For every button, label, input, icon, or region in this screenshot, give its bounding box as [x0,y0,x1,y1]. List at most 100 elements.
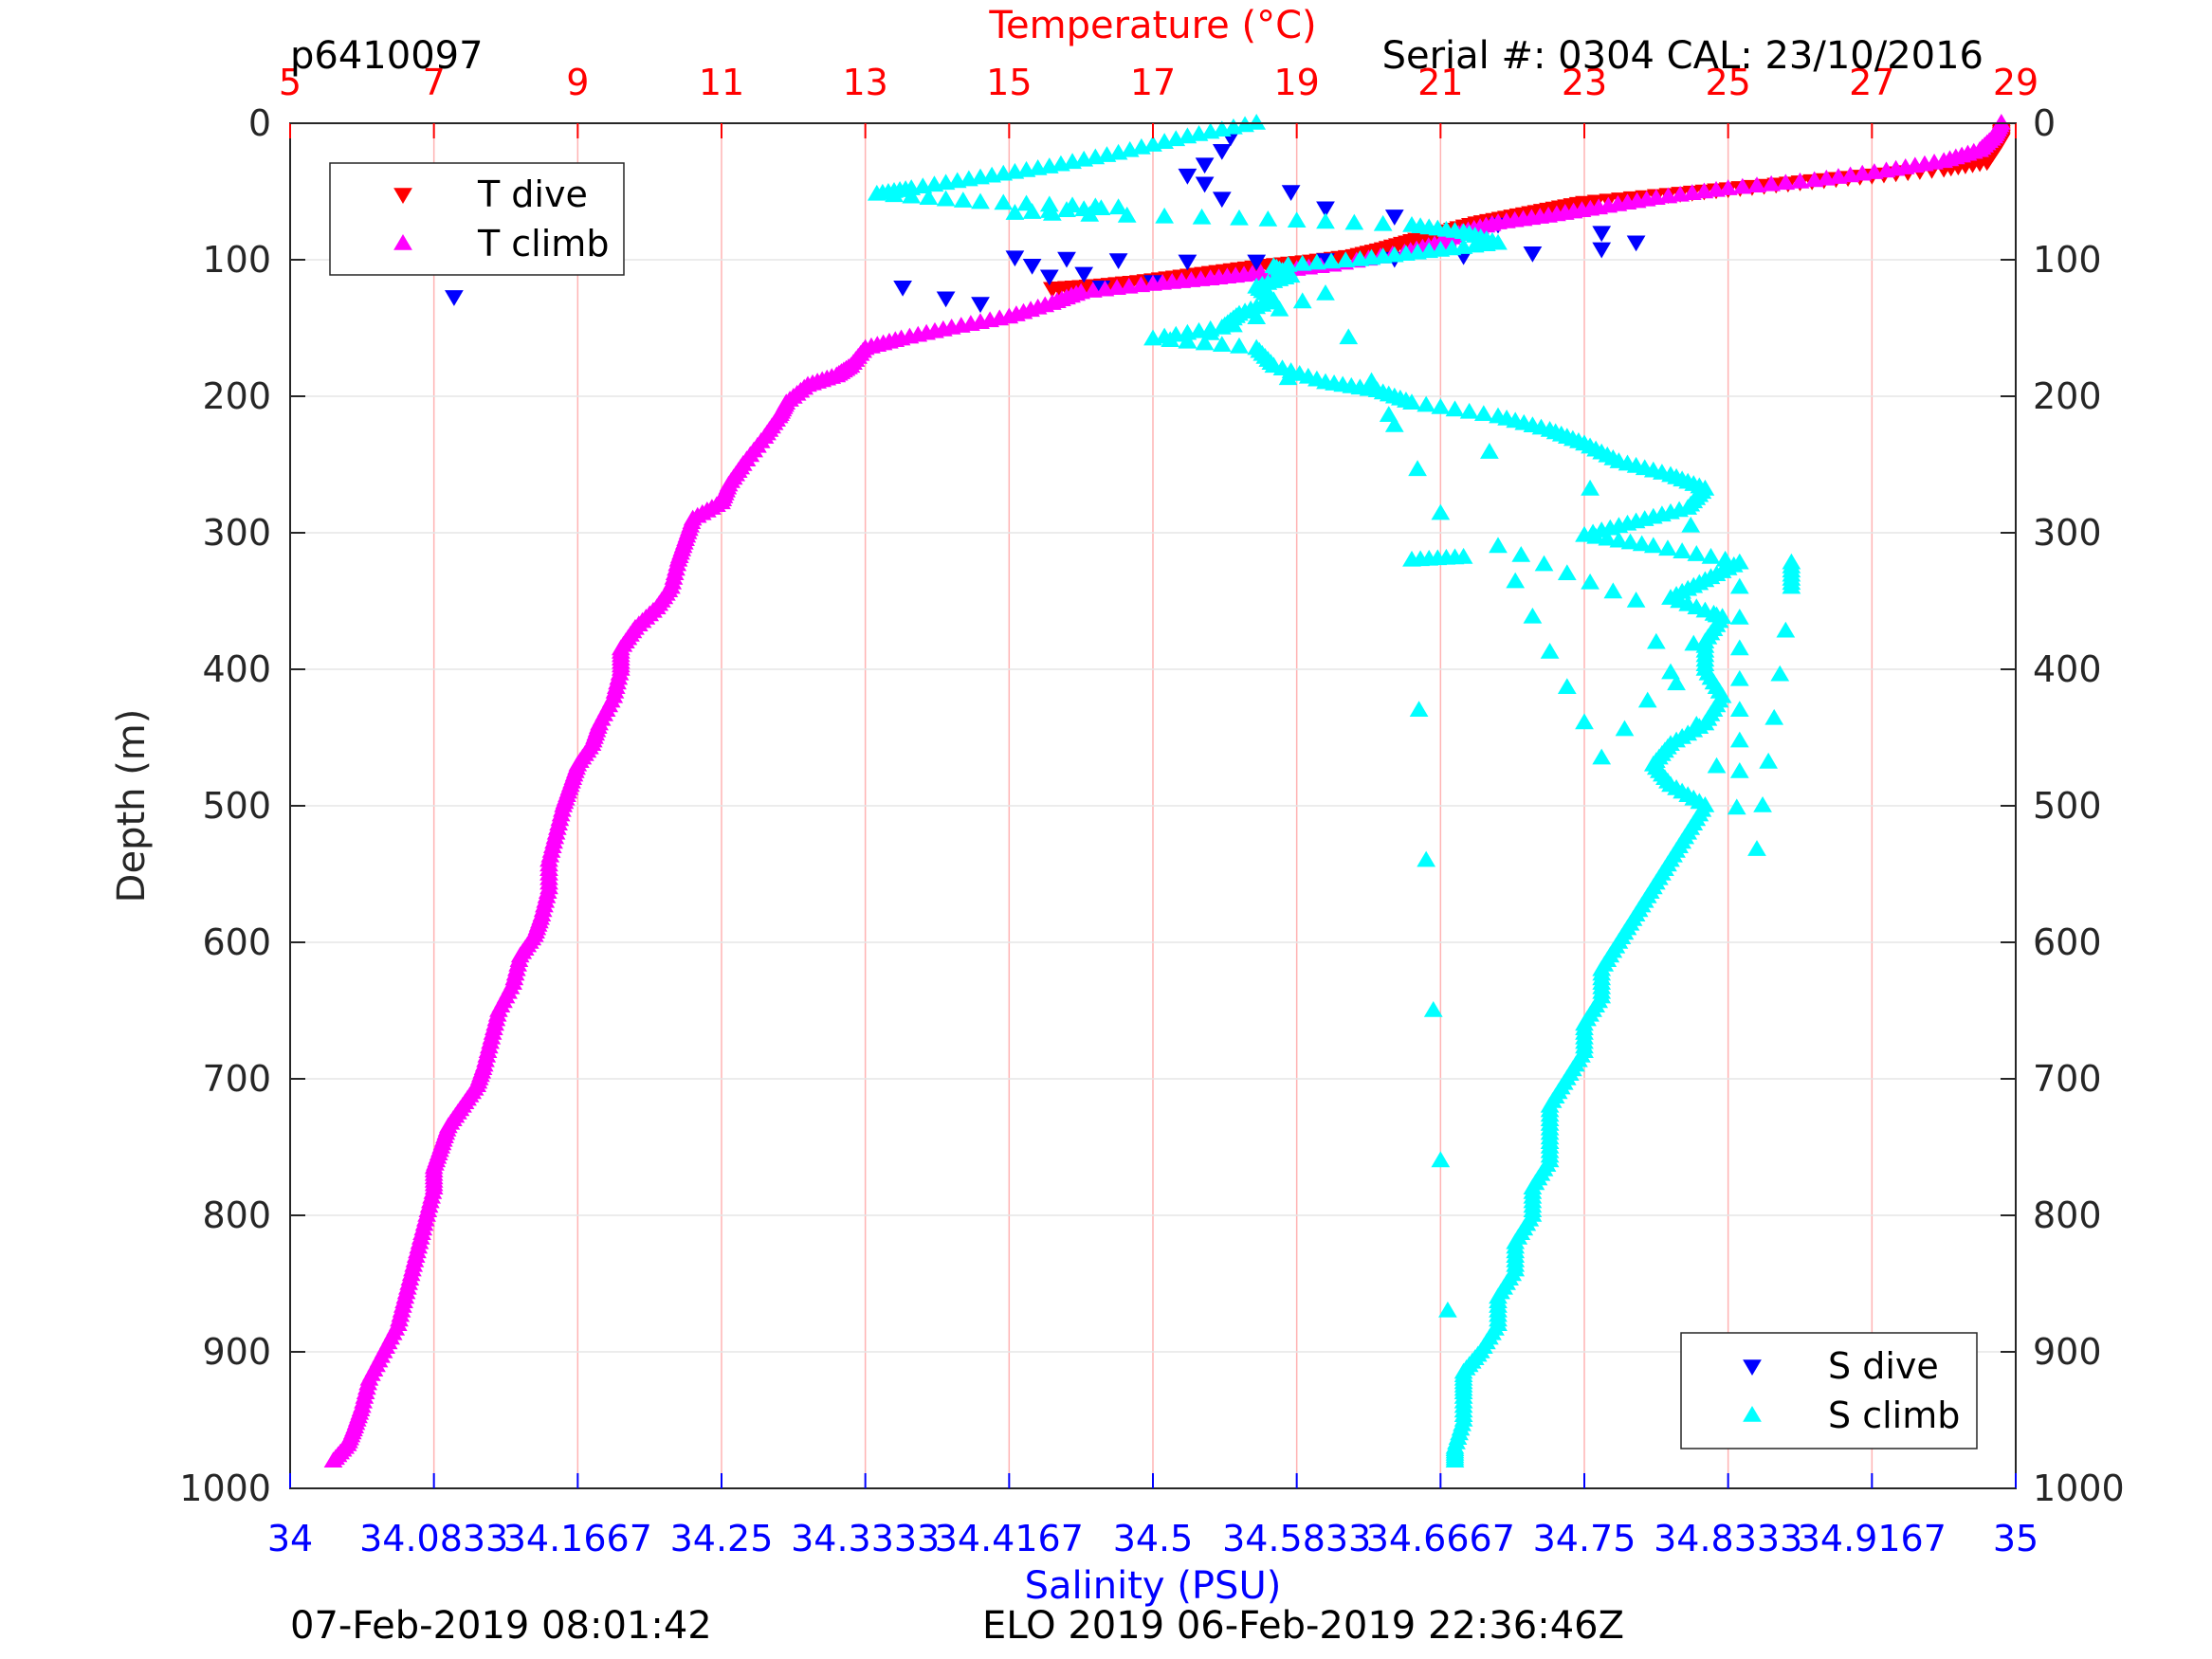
data-point [1770,665,1790,682]
data-point [1718,179,1738,195]
depth-tick-label-left: 800 [202,1194,271,1236]
data-point [1409,701,1429,717]
depth-tick-label-right: 500 [2033,785,2102,827]
data-point [1292,254,1312,271]
salinity-tick-label: 34.8333 [1654,1518,1802,1559]
data-point [1339,328,1359,345]
data-point [1764,708,1784,725]
legend-s-dive-label: S dive [1828,1345,1939,1387]
legend-t-dive-marker [393,188,412,204]
data-point [1230,209,1249,226]
plot-area [323,114,2011,1468]
data-point [1097,146,1117,162]
data-point [1086,148,1106,165]
footer-mission: ELO 2019 06-Feb-2019 22:36:46Z [982,1604,1624,1648]
salinity-tick-label: 34.25 [670,1518,774,1559]
data-point [1465,236,1485,253]
depth-tick-label-right: 300 [2033,512,2102,554]
data-point [1131,137,1151,155]
temperature-tick-label: 25 [1705,62,1750,103]
legend-marker-t-dive [393,188,412,204]
salinity-tick-label: 34 [267,1518,313,1559]
depth-tick-label-left: 200 [202,375,271,417]
data-point [1615,720,1635,737]
data-point [1224,316,1243,333]
data-point [1200,122,1220,139]
depth-tick-label-left: 900 [202,1331,271,1373]
data-point [1853,164,1873,181]
data-point [1362,372,1381,389]
data-point [1028,159,1048,175]
data-point [1864,163,1884,179]
data-point [1143,274,1162,291]
data-point [1776,621,1796,638]
data-point [1212,120,1232,137]
data-point [1557,564,1577,580]
data-point [1005,250,1025,267]
data-point [902,187,922,204]
data-point [1212,144,1232,160]
data-point [1876,161,1896,178]
data-point [1230,337,1249,354]
data-point [1804,171,1824,188]
legend-s-dive-marker [1743,1359,1762,1376]
depth-tick-label-right: 200 [2033,375,2102,417]
footer-timestamp: 07-Feb-2019 08:01:42 [290,1604,712,1648]
depth-tick-label-left: 100 [202,239,271,281]
depth-tick-label-left: 0 [248,102,271,144]
data-point [893,281,912,297]
data-point [1729,701,1749,717]
data-point [1316,212,1335,229]
data-point [1459,402,1479,419]
data-point [1575,525,1594,542]
salinity-tick-label: 34.0833 [359,1518,508,1559]
data-point [1687,716,1707,732]
data-point [1195,157,1215,174]
data-point [1586,527,1606,544]
data-point [1782,577,1801,594]
data-point [1074,266,1094,283]
data-point [1592,748,1612,765]
data-point [1598,529,1618,546]
data-point [1292,292,1312,309]
data-point [1178,254,1197,271]
legend-temperature-box [329,162,625,276]
data-point [1667,674,1686,691]
data-point [1423,1001,1443,1017]
data-point [1673,542,1692,558]
depth-tick-label-right: 0 [2033,102,2056,144]
data-point [1523,246,1543,263]
data-point [1373,247,1393,264]
data-point [1707,606,1727,623]
temperature-tick-label: 29 [1993,62,2038,103]
data-point [1632,535,1652,552]
data-point [1189,125,1209,141]
data-point [1095,280,1115,297]
depth-tick-label-left: 600 [202,921,271,963]
data-point [1511,546,1531,562]
data-point [1063,153,1082,170]
data-point [1270,300,1289,317]
data-point [959,170,978,187]
legend-t-climb-label: T climb [477,223,609,264]
data-point [1281,185,1301,201]
data-point [1575,713,1594,730]
data-point [1684,634,1704,651]
data-point [1143,329,1162,346]
depth-tick-label-right: 700 [2033,1058,2102,1100]
data-point [1729,762,1749,778]
data-point [1322,252,1341,269]
data-point [1840,166,1860,183]
temperature-tick-label: 11 [699,62,744,103]
data-point [1155,133,1175,149]
data-point [1707,757,1727,774]
data-point [1022,203,1042,219]
data-point [982,166,1002,183]
temperature-axis-label: Temperature (°C) [988,4,1316,47]
data-point [867,184,887,201]
data-point [1195,176,1215,193]
data-point [1727,798,1746,815]
data-point [1212,336,1232,353]
data-point [1247,254,1267,271]
depth-tick-label-left: 700 [202,1058,271,1100]
